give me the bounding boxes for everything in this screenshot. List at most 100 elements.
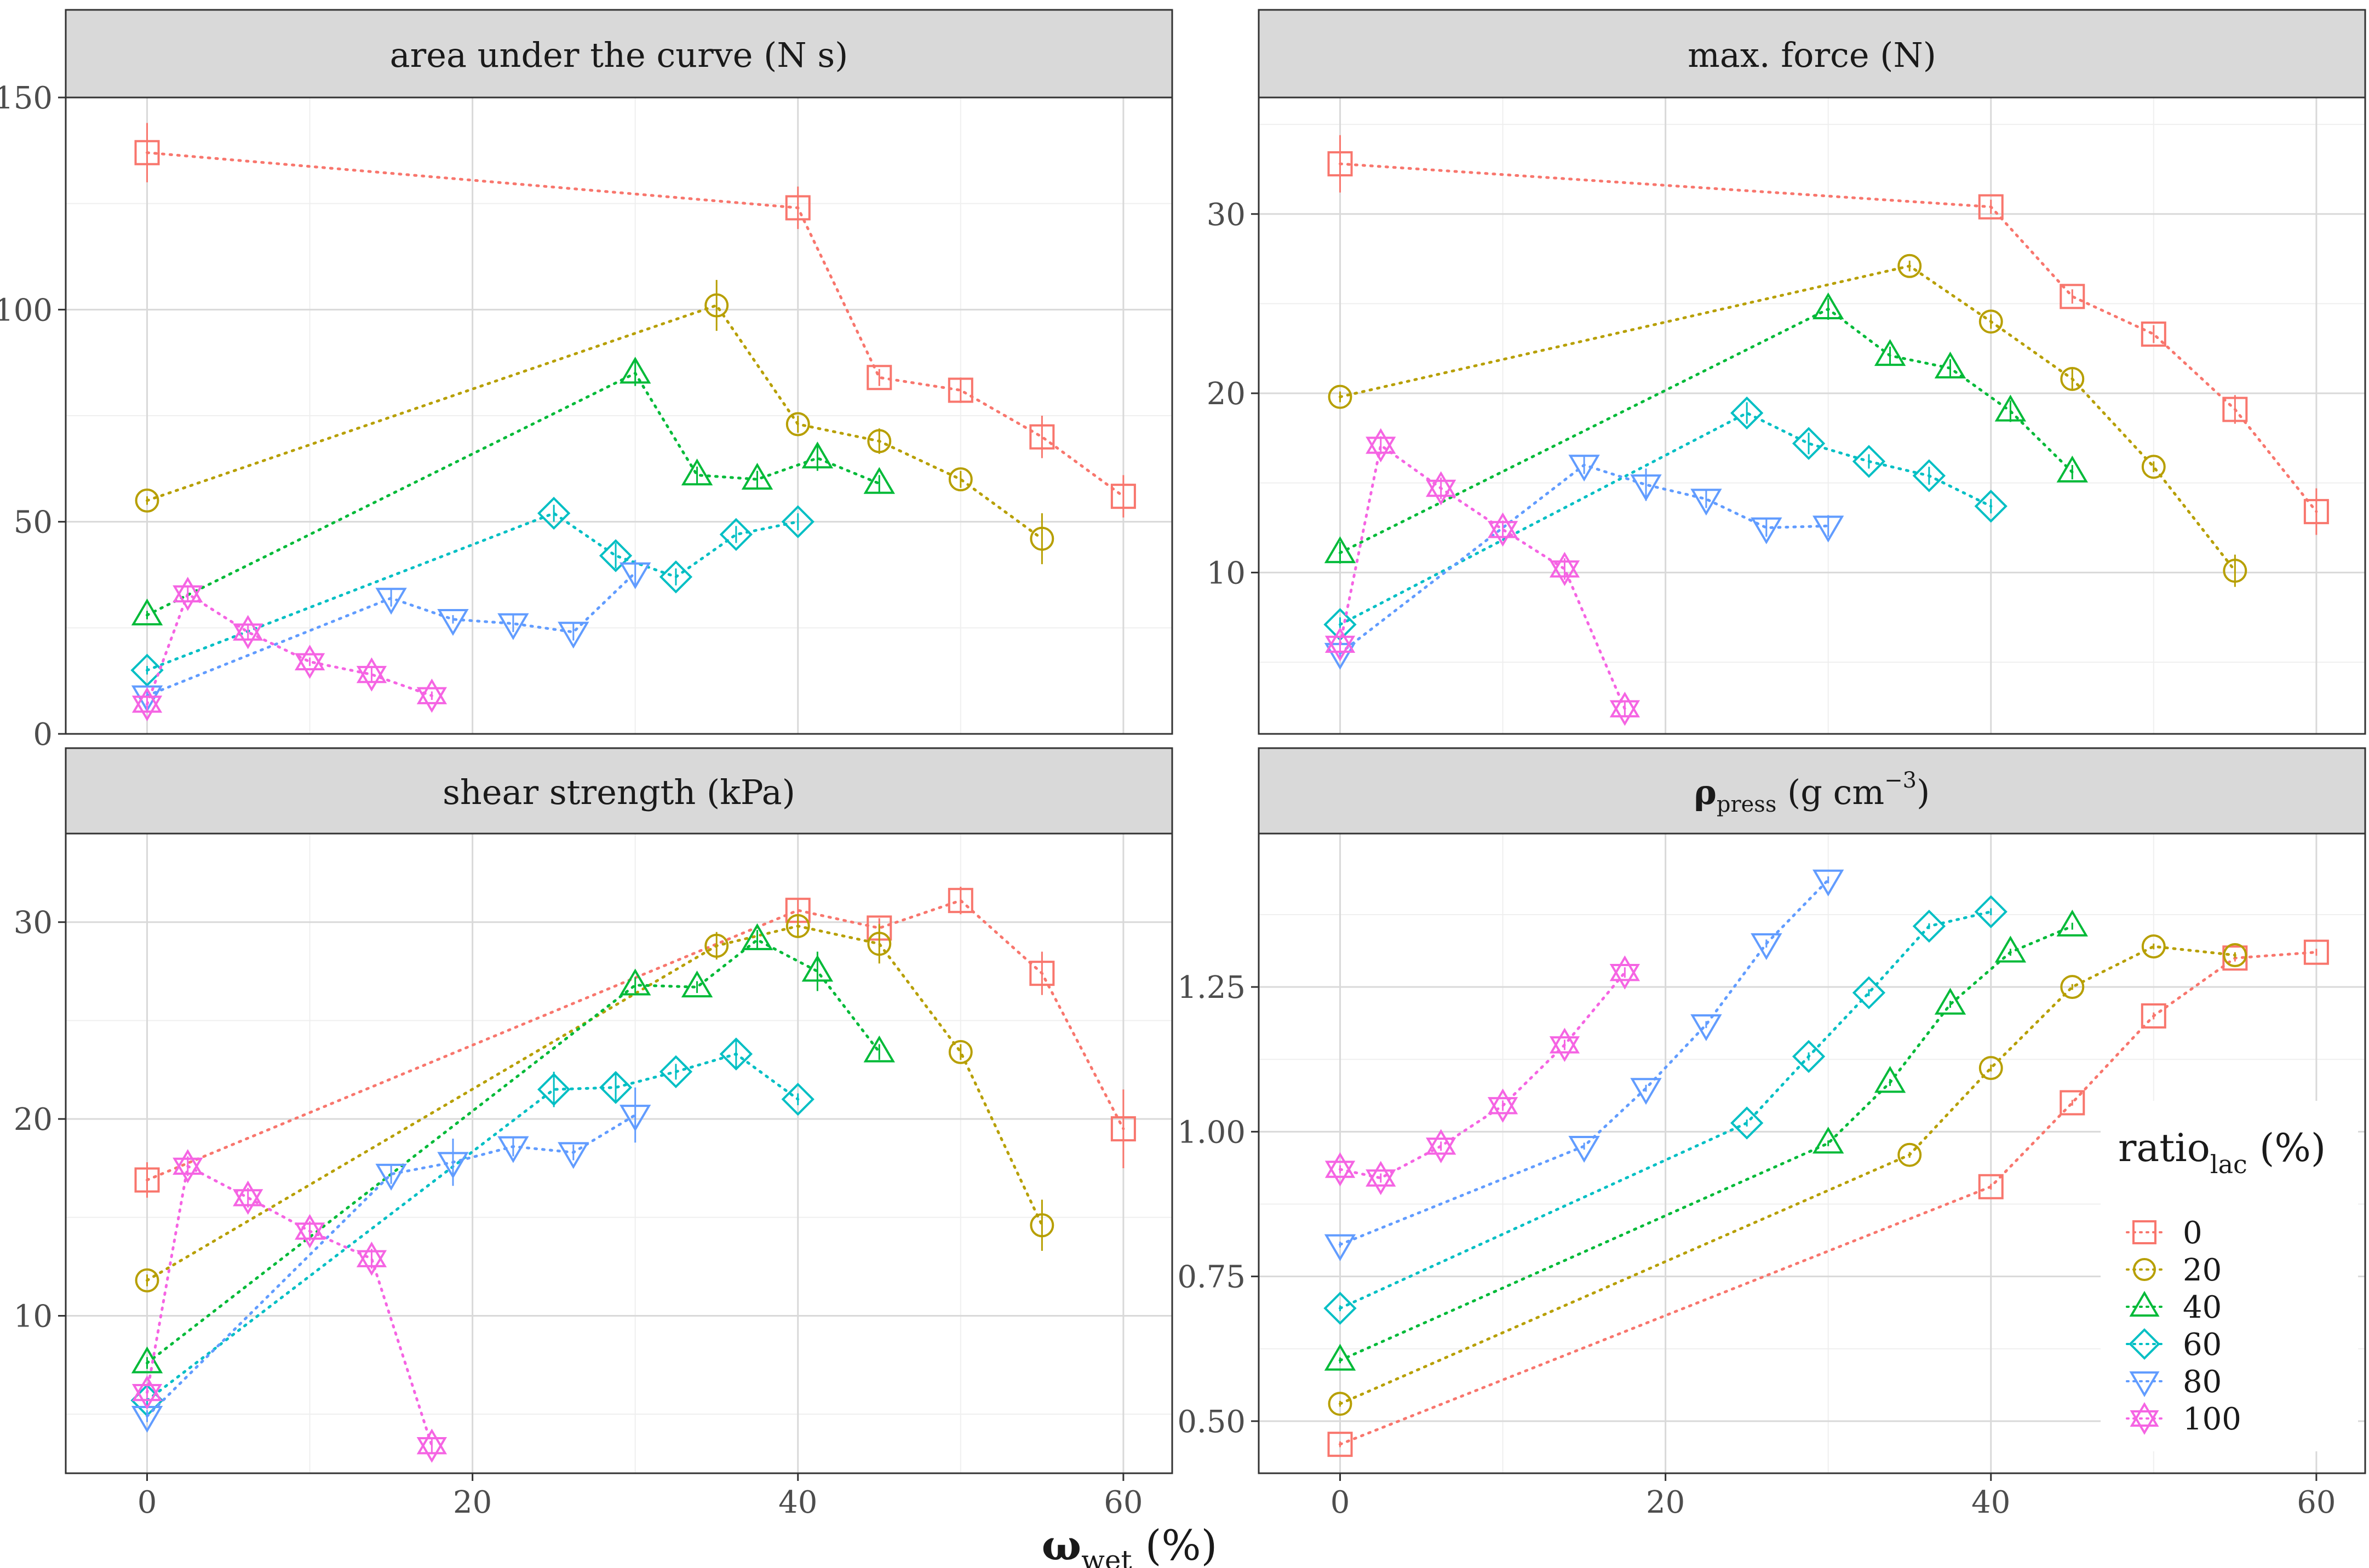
x-tick-label: 20 (1646, 1485, 1685, 1520)
data-point (1978, 309, 2003, 334)
x-tick-label: 40 (1971, 1485, 2010, 1520)
data-point (863, 1035, 895, 1062)
data-point (1690, 489, 1722, 516)
data-point (1324, 536, 1356, 564)
legend-label: 80 (2183, 1364, 2222, 1400)
y-tick-label: 100 (0, 292, 53, 328)
legend-label: 20 (2183, 1253, 2222, 1288)
data-point (1029, 961, 1055, 986)
data-point (1978, 1056, 2003, 1081)
panel-strip (1258, 9, 2366, 99)
data-point (558, 1142, 589, 1169)
data-point (1487, 1088, 1518, 1123)
legend-label: 0 (2183, 1215, 2202, 1251)
data-point (867, 365, 892, 390)
data-point (2223, 943, 2247, 967)
data-point (620, 968, 651, 996)
panel-border (1258, 96, 2366, 735)
y-tick-label: 0.75 (1177, 1260, 1246, 1295)
data-point (437, 609, 469, 636)
data-point (599, 539, 633, 572)
data-point (659, 560, 693, 594)
y-tick-label: 10 (14, 1299, 53, 1334)
series-line (146, 1164, 433, 1448)
legend-key (2129, 1328, 2160, 1360)
data-point (437, 1152, 469, 1179)
data-point (173, 1149, 203, 1184)
data-point (948, 888, 973, 914)
data-point (867, 429, 892, 453)
data-point (2222, 397, 2248, 422)
data-point (1751, 517, 1782, 544)
series-100 (1324, 955, 1640, 1196)
legend-key (2129, 1371, 2160, 1397)
data-point (135, 488, 159, 513)
series-100 (131, 1149, 448, 1463)
legend-key (2130, 1402, 2159, 1435)
data-point (1792, 427, 1826, 460)
data-point (416, 679, 448, 713)
y-tick-label: 0.50 (1177, 1404, 1246, 1440)
data-point (1487, 512, 1518, 547)
data-point (135, 1268, 159, 1293)
series-40 (131, 357, 895, 625)
series-80 (131, 560, 651, 713)
series-line (1339, 411, 1993, 626)
legend-key (2129, 1291, 2160, 1317)
data-point (719, 1037, 753, 1071)
data-point (1110, 1116, 1136, 1142)
series-100 (1324, 428, 1640, 726)
data-point (785, 914, 810, 938)
data-point (2303, 939, 2329, 965)
data-point (704, 293, 729, 318)
data-point (1974, 490, 2007, 523)
y-tick-label: 30 (14, 905, 53, 941)
data-point (1912, 909, 1946, 943)
data-point (1897, 254, 1922, 278)
data-point (1568, 455, 1600, 482)
panel-strip (65, 9, 1173, 99)
series-60 (1323, 895, 2007, 1325)
data-point (1852, 445, 1886, 478)
data-point (173, 577, 203, 611)
data-point (1874, 339, 1906, 366)
legend-key (2133, 1258, 2156, 1281)
data-point (1874, 1066, 1906, 1093)
data-point (1897, 1142, 1922, 1167)
data-point (356, 1242, 387, 1276)
data-point (1812, 1127, 1844, 1154)
data-point (356, 657, 387, 692)
panel-2: shear strength (kPa) 10 20 30 0 20 40 60 (14, 747, 1173, 1520)
data-point (948, 1039, 973, 1064)
data-point (1323, 1291, 1357, 1325)
data-point (1328, 1392, 1352, 1416)
data-point (681, 970, 713, 998)
data-point (863, 467, 895, 494)
data-point (801, 441, 834, 469)
data-point (1324, 1343, 1356, 1371)
data-point (558, 622, 589, 649)
data-point (1568, 1135, 1600, 1163)
data-point (620, 562, 651, 589)
data-point (785, 412, 810, 436)
data-point (1730, 396, 1764, 430)
series-line (146, 512, 800, 672)
data-point (1994, 935, 2027, 963)
data-point (1812, 869, 1844, 897)
data-point (599, 1071, 633, 1104)
series-20 (1328, 934, 2247, 1416)
data-point (681, 458, 713, 486)
y-tick-label: 20 (14, 1102, 53, 1138)
series-line (1339, 910, 1993, 1310)
data-point (2060, 284, 2085, 309)
data-point (1609, 691, 1640, 726)
data-point (2141, 321, 2166, 347)
panel-strip (1258, 747, 2366, 835)
data-point (2060, 1090, 2085, 1116)
data-point (2056, 909, 2088, 937)
data-point (1030, 1213, 1054, 1238)
data-point (1630, 1078, 1662, 1105)
data-point (1366, 1161, 1396, 1196)
series-0 (134, 123, 1136, 518)
